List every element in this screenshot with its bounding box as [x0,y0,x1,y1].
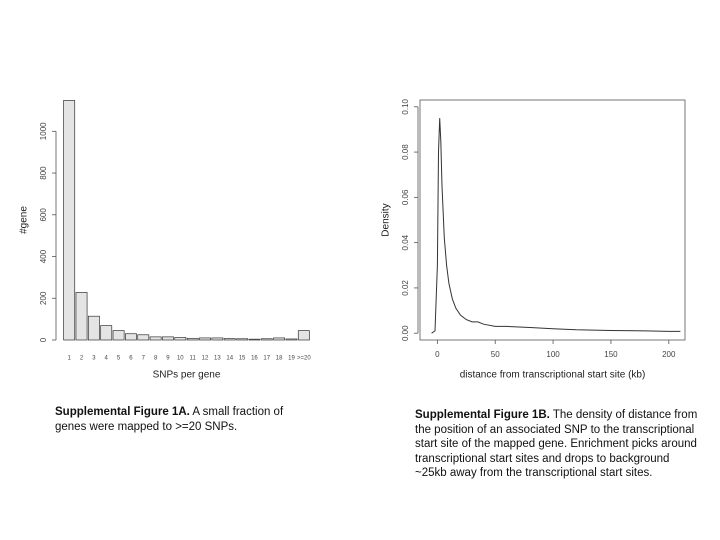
x-tick-label: 16 [251,356,258,362]
x-tick-label: 2 [80,356,84,362]
bar [100,325,113,341]
x-tick-label: 9 [166,356,170,362]
x-tick-label: 3 [92,356,96,362]
x-tick-label: 8 [154,356,158,362]
x-tick-label: 0 [435,350,440,359]
y-tick-label: 200 [39,291,48,305]
x-tick-label: 11 [190,356,197,362]
x-tick-label: >=20 [297,356,311,362]
x-tick-label: 200 [662,350,676,359]
y-axis-label: Density [381,203,392,236]
x-tick-label: 15 [239,356,246,362]
x-axis-label: distance from transcriptional start site… [460,370,646,381]
y-tick-label: 0.06 [401,189,410,205]
bar [137,334,150,341]
x-tick-label: 100 [546,350,560,359]
bar [297,330,310,341]
y-tick-label: 0.08 [401,144,410,160]
x-tick-label: 5 [117,356,121,362]
density-line [431,118,681,334]
y-tick-label: 0.00 [401,325,410,341]
y-tick-label: 600 [39,208,48,222]
y-tick-label: 1000 [39,122,48,140]
bar [125,333,137,341]
caption-text: A small fraction of genes were mapped to… [55,406,284,433]
bar [112,330,125,341]
x-tick-label: 14 [226,356,233,362]
caption: Supplemental Figure 1B. The density of d… [415,408,700,481]
bar [211,337,224,341]
x-tick-label: 150 [604,350,618,359]
bar [285,338,298,341]
plot-box [419,99,686,341]
bar [162,336,174,341]
y-axis-label: #gene [19,206,30,234]
x-tick-label: 17 [263,356,270,362]
bar [248,338,261,341]
x-tick-label: 7 [142,356,146,362]
bar [174,337,187,341]
caption-label: Supplemental Figure 1A. [55,406,190,418]
y-tick-label: 400 [39,249,48,263]
x-tick-label: 13 [214,356,221,362]
bar [199,337,211,341]
caption-label: Supplemental Figure 1B. [415,409,550,421]
y-tick-label: 0.10 [401,98,410,114]
bar [186,337,199,341]
y-tick-label: 800 [39,166,48,180]
bar [260,338,273,341]
bar [223,338,236,341]
bar [273,337,286,341]
x-tick-label: 10 [177,356,184,362]
bar [87,315,100,341]
caption: Supplemental Figure 1A. A small fraction… [55,405,305,434]
x-tick-label: 6 [129,356,133,362]
bar [63,100,76,341]
y-tick-label: 0 [39,337,48,342]
y-tick-label: 0.02 [401,280,410,296]
x-axis-label: SNPs per gene [153,370,221,381]
bar [236,338,248,341]
x-tick-label: 12 [202,356,209,362]
bar [75,292,88,341]
y-tick-label: 0.04 [401,234,410,250]
caption-text: The density of distance from the positio… [415,409,698,479]
x-tick-label: 19 [288,356,295,362]
x-tick-label: 18 [276,356,283,362]
x-tick-label: 4 [105,356,109,362]
bar [149,336,162,341]
x-tick-label: 1 [68,356,72,362]
x-tick-label: 50 [491,350,500,359]
